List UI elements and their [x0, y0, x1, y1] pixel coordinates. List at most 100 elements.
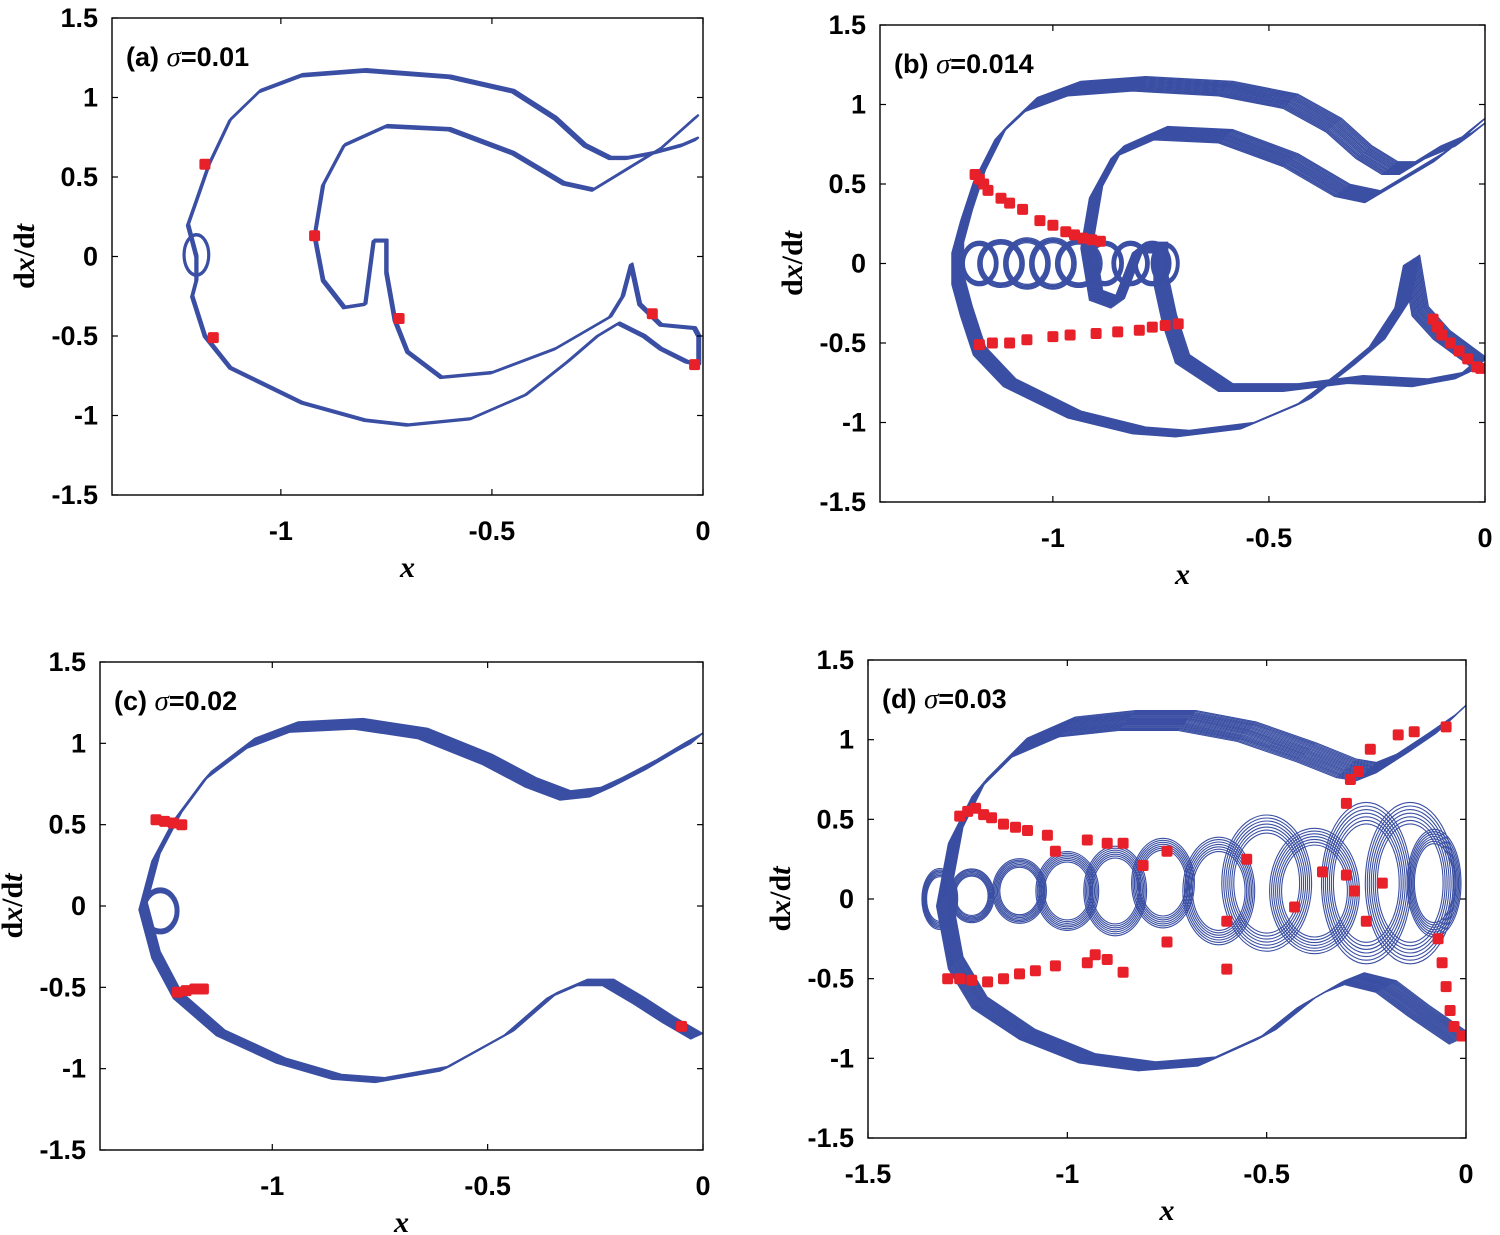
orbit-loop [1407, 831, 1461, 936]
sigma-symbol: σ [155, 685, 171, 717]
poincare-point [1041, 829, 1053, 841]
poincare-point [197, 983, 209, 995]
poincare-point [1221, 963, 1233, 975]
poincare-point [1436, 957, 1448, 969]
poincare-point [1010, 821, 1021, 833]
orbit-loop [1191, 851, 1246, 931]
orbit-line [961, 77, 1485, 432]
orbit-loop [1370, 812, 1450, 954]
poincare-point [1360, 915, 1372, 927]
y-axis-label: dx/dt [776, 229, 809, 296]
poincare-point [159, 815, 171, 827]
orbit-line [955, 85, 1477, 436]
orbit-loop [1134, 242, 1170, 285]
poincare-point [1029, 965, 1041, 977]
plot-area [921, 704, 1466, 1072]
sigma-symbol: σ [167, 41, 183, 73]
poincare-point [1089, 949, 1101, 961]
x-axis-label: x [1159, 1194, 1175, 1227]
poincare-point [966, 974, 978, 986]
orbit-loop [1006, 240, 1048, 287]
poincare-point [1086, 234, 1098, 246]
y-axis-label-part: x [776, 264, 809, 280]
poincare-point [1456, 1030, 1466, 1042]
x-tick-label: -1 [1041, 523, 1065, 553]
poincare-point [1444, 337, 1456, 349]
x-axis-label: x [399, 551, 415, 584]
sigma-value: =0.02 [169, 686, 237, 716]
y-axis-label-part: d [8, 272, 41, 289]
orbit-loop [182, 232, 211, 277]
x-tick-label: -1 [260, 1171, 284, 1201]
panel-annotation: (d) σ=0.03 [882, 683, 1007, 715]
poincare-point [998, 973, 1009, 985]
orbit-loop [1281, 844, 1348, 938]
orbit-loop [977, 238, 1025, 289]
poincare-point [954, 973, 966, 985]
y-tick-label: 1.5 [60, 3, 98, 33]
orbit-line [959, 80, 1482, 434]
orbit-line [957, 82, 1480, 435]
orbit-line [140, 725, 696, 1082]
orbit-loop [1112, 241, 1149, 286]
x-tick-label: 0 [1477, 523, 1492, 553]
poincare-point [1462, 353, 1474, 365]
orbit-line [954, 86, 1476, 436]
y-tick-label: -1 [830, 1043, 854, 1073]
y-axis-label-part: d [776, 279, 809, 296]
y-tick-label: -1.5 [819, 487, 866, 517]
y-axis-label: dx/dt [8, 222, 41, 289]
orbit-loop [1035, 851, 1100, 931]
poincare-point [1340, 797, 1352, 809]
poincare-point [1376, 877, 1388, 889]
plot-area [951, 75, 1485, 438]
y-tick-label: 0.5 [816, 804, 854, 834]
poincare-point [1022, 825, 1033, 836]
orbit-loop [998, 865, 1041, 917]
poincare-point [998, 818, 1009, 830]
orbit-line [185, 70, 699, 427]
orbit-loop [999, 866, 1040, 916]
orbit-loop [1227, 823, 1307, 943]
poincare-point [1289, 901, 1301, 913]
panel-id: (d) [882, 684, 924, 714]
poincare-point [1081, 834, 1093, 846]
y-axis-label-part: t [776, 229, 809, 239]
poincare-point [982, 976, 994, 988]
poincare-point [176, 819, 188, 831]
orbit-loop [1223, 817, 1311, 949]
poincare-point [199, 158, 211, 170]
orbit-loop [1131, 837, 1195, 929]
poincare-point [1021, 334, 1033, 346]
poincare-point [1034, 215, 1046, 227]
poincare-point [1436, 329, 1448, 341]
y-tick-label: 1 [83, 83, 98, 113]
y-tick-label: -1.5 [51, 480, 98, 510]
y-tick-label: 0.5 [48, 810, 86, 840]
poincare-point [986, 812, 998, 824]
y-axis-label-part: /d [8, 232, 41, 258]
poincare-point [1017, 203, 1029, 215]
orbit-loop [1277, 838, 1352, 944]
orbit-line [962, 75, 1485, 432]
poincare-point [1392, 729, 1404, 741]
orbit-loop [1033, 241, 1073, 286]
orbit-loop [1003, 237, 1051, 290]
x-tick-label: -0.5 [469, 516, 516, 546]
poincare-point [207, 332, 219, 344]
poincare-point [1432, 933, 1444, 945]
poincare-point [393, 313, 405, 324]
orbit-line [960, 78, 1485, 433]
poincare-point [1340, 869, 1352, 881]
orbit-loop [143, 890, 178, 932]
orbit-loop [1086, 849, 1145, 933]
y-axis-label-part: t [764, 865, 797, 875]
y-tick-label: 1.5 [828, 10, 866, 40]
x-tick-label: -1.5 [845, 1159, 892, 1189]
orbit-loop [142, 889, 178, 933]
orbit-loop [1412, 840, 1456, 926]
orbit-line [956, 83, 1479, 435]
poincare-point [1101, 954, 1113, 965]
